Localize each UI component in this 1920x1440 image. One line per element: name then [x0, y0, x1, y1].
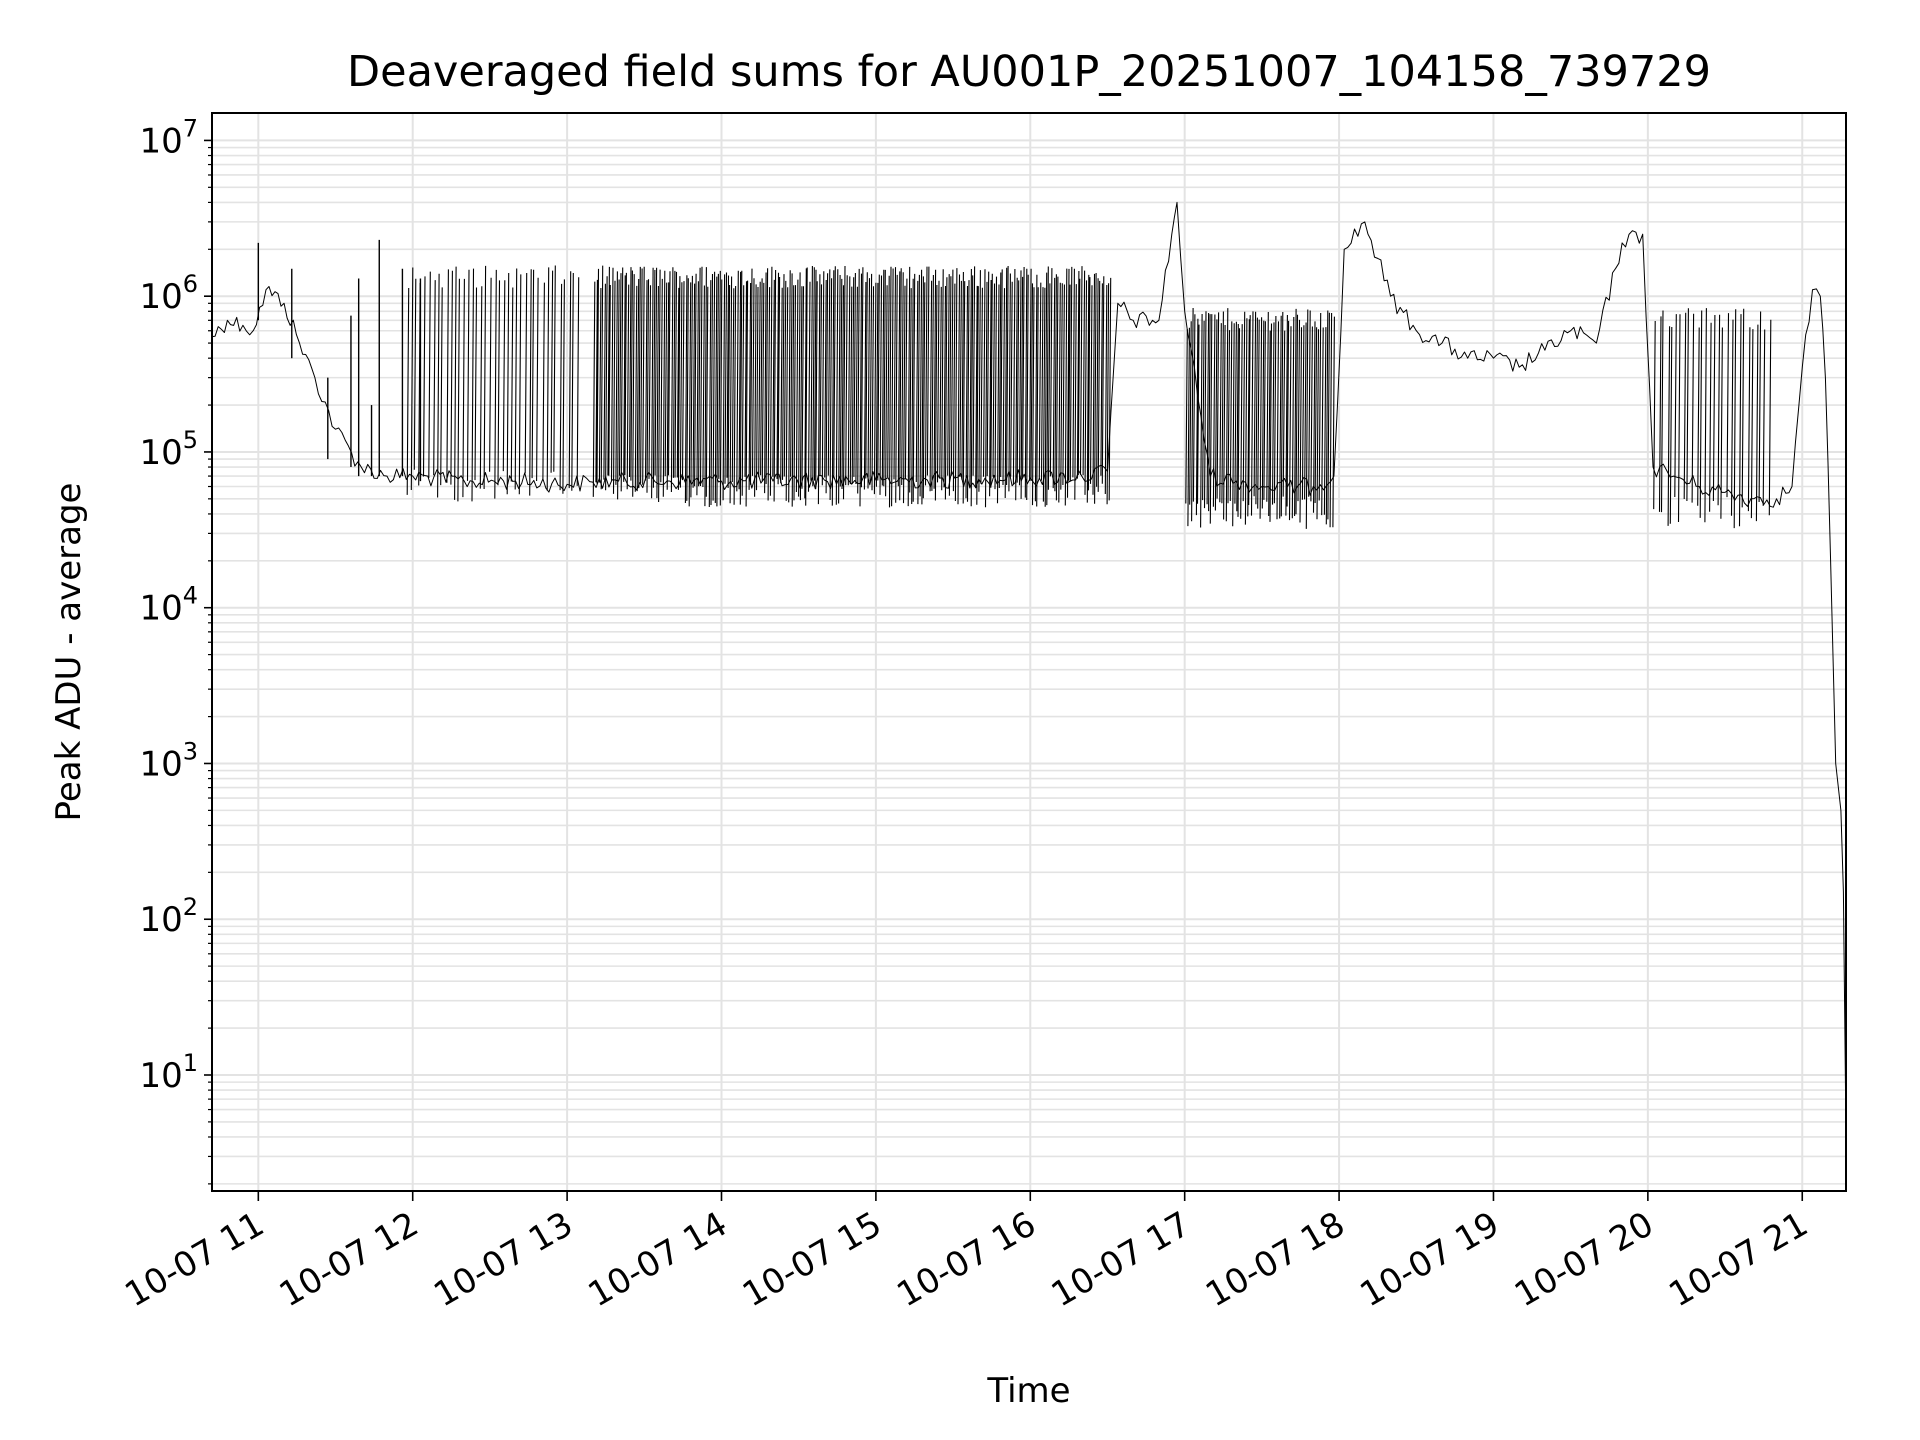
y-tick-label: 102 [139, 893, 198, 940]
y-tick-label: 104 [139, 582, 198, 629]
x-tick-label: 10-07 14 [582, 1204, 734, 1315]
data-band [1185, 307, 1335, 529]
x-tick-label: 10-07 15 [736, 1204, 888, 1315]
x-tick-label: 10-07 19 [1354, 1204, 1506, 1315]
y-tick-label: 107 [139, 114, 198, 161]
grid [212, 113, 1846, 1191]
y-tick-label: 101 [139, 1049, 198, 1096]
x-tick-label: 10-07 18 [1199, 1204, 1351, 1315]
data-band [406, 265, 580, 502]
plot-area [211, 201, 1847, 1138]
data-band [592, 265, 1112, 508]
x-tick-label: 10-07 21 [1662, 1204, 1814, 1315]
x-axis-label: Time [986, 1371, 1070, 1411]
x-tick-label: 10-07 20 [1508, 1204, 1660, 1315]
data-band [1653, 308, 1772, 529]
x-tick-label: 10-07 16 [890, 1204, 1042, 1315]
y-axis-label: Peak ADU - average [49, 483, 89, 822]
y-tick-label: 105 [139, 426, 198, 473]
x-tick-label: 10-07 11 [118, 1204, 270, 1315]
x-tick-label: 10-07 17 [1045, 1204, 1197, 1315]
axes-frame [211, 112, 1847, 1192]
chart-title: Deaveraged field sums for AU001P_2025100… [347, 47, 1711, 97]
x-tick-label: 10-07 13 [427, 1204, 579, 1315]
y-tick-label: 106 [139, 270, 198, 317]
y-tick-label: 103 [139, 737, 198, 784]
x-tick-label: 10-07 12 [273, 1204, 425, 1315]
